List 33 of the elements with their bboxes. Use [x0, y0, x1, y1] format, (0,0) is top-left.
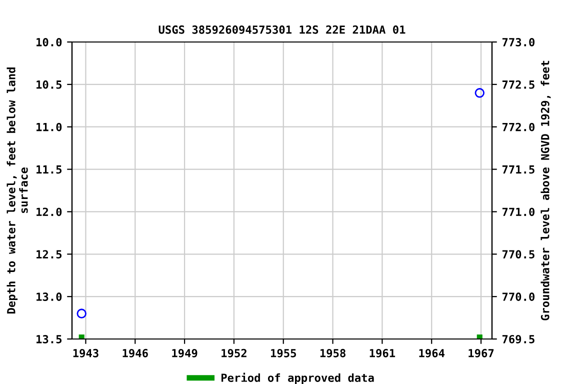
y-tick-label: 12.0 — [36, 208, 62, 216]
x-tick-label: 1952 — [222, 348, 246, 358]
chart-title: USGS 385926094575301 12S 22E 21DAA 01 — [158, 25, 406, 34]
y2-axis-title: Groundwater level above NGVD 1929, feet — [540, 60, 551, 320]
y2-tick-label: 773.0 — [502, 38, 535, 46]
x-tick-label: 1943 — [73, 348, 98, 358]
y-tick-label: 13.5 — [36, 334, 62, 344]
point — [476, 334, 482, 339]
y-tick-label: 10.0 — [36, 38, 62, 46]
x-tick-label: 1964 — [419, 348, 444, 358]
x-tick-label: 1961 — [370, 348, 396, 358]
y2-tick-label: 771.0 — [502, 208, 535, 216]
legend-label: Period of approved data — [222, 372, 374, 384]
x-tick-label: 1946 — [122, 348, 148, 358]
point — [474, 88, 485, 98]
y-tick-label: 11.0 — [36, 122, 62, 132]
y2-tick-label: 769.5 — [502, 334, 534, 344]
x-tick-label: 1958 — [320, 348, 346, 358]
x-tick-label: 1949 — [172, 348, 198, 358]
y-tick-label: 12.5 — [36, 250, 62, 259]
y2-tick-label: 772.5 — [502, 80, 534, 89]
x-tick-label: 1967 — [468, 348, 494, 358]
y2-tick-label: 770.0 — [502, 292, 535, 301]
y-axis-title: Depth to water level, feet below land surface — [6, 68, 28, 314]
y2-tick-label: 771.5 — [502, 165, 534, 174]
y2-tick-label: 770.5 — [502, 250, 534, 259]
y-tick-label: 10.5 — [36, 80, 62, 89]
point — [78, 334, 84, 339]
y-tick-label: 11.5 — [36, 165, 62, 174]
y2-tick-label: 772.0 — [502, 122, 535, 132]
point — [76, 308, 86, 318]
y-tick-label: 13.0 — [36, 292, 62, 301]
x-tick-label: 1955 — [271, 348, 296, 358]
